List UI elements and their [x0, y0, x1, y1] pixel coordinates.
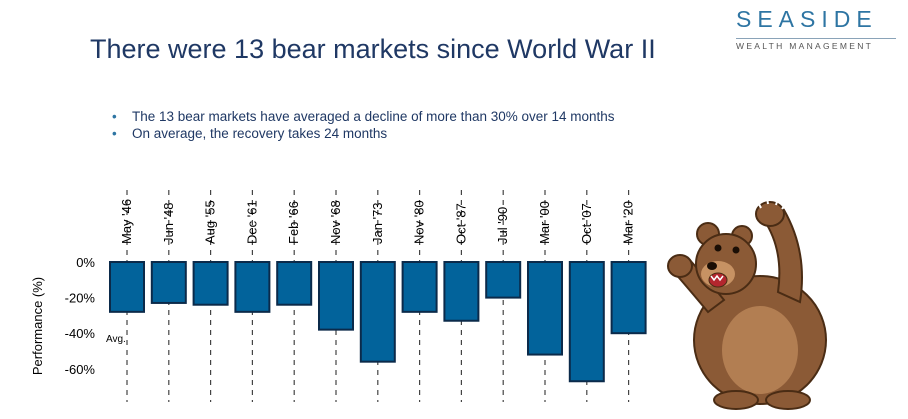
bar — [443, 261, 480, 322]
category-label: Aug '55 — [203, 200, 218, 244]
category-label: Mar '00 — [537, 201, 552, 244]
bar — [527, 261, 563, 356]
y-tick-label: 0% — [76, 255, 95, 270]
company-logo: SEASIDE WEALTH MANAGEMENT — [736, 6, 896, 51]
bar — [150, 261, 187, 304]
bullet-item: The 13 bear markets have averaged a decl… — [112, 108, 615, 125]
bar — [192, 261, 229, 306]
bar — [109, 261, 145, 313]
category-label: Dec '61 — [244, 200, 259, 244]
bar — [359, 261, 396, 363]
category-label: Jun '48 — [161, 202, 176, 244]
bar — [276, 261, 313, 306]
y-tick-label: -60% — [65, 362, 96, 377]
bar — [401, 261, 438, 313]
category-label: Oct '87 — [453, 203, 468, 244]
logo-name: SEASIDE — [736, 6, 878, 32]
logo-subtitle: WEALTH MANAGEMENT — [736, 38, 896, 51]
y-axis-label: Performance (%) — [30, 277, 45, 375]
bullet-item: On average, the recovery takes 24 months — [112, 125, 615, 142]
bar — [485, 261, 522, 299]
y-tick-label: -20% — [65, 291, 96, 306]
bear-market-chart: 0% -20% -40% -60% Performance (%) May '46 Jun … — [30, 190, 647, 402]
bar — [318, 261, 354, 331]
category-label: Feb '66 — [286, 201, 301, 244]
bar — [610, 261, 647, 335]
category-label: May '46 — [119, 199, 134, 244]
bar — [568, 261, 605, 383]
category-label: Jul '90 — [495, 207, 510, 244]
bullet-list: The 13 bear markets have averaged a decl… — [112, 108, 615, 142]
bar — [234, 261, 271, 313]
category-label: Oct '07 — [579, 203, 594, 244]
category-label: Mar '20 — [621, 201, 636, 244]
category-label: Jan '73 — [370, 202, 385, 244]
page-title: There were 13 bear markets since World W… — [90, 34, 656, 64]
y-tick-label: -40% — [65, 326, 96, 341]
category-label: Nov '80 — [412, 200, 427, 244]
category-label: Nov '68 — [328, 200, 343, 244]
bear-illustration — [667, 200, 827, 410]
avg-annotation: Avg. — [106, 334, 126, 345]
